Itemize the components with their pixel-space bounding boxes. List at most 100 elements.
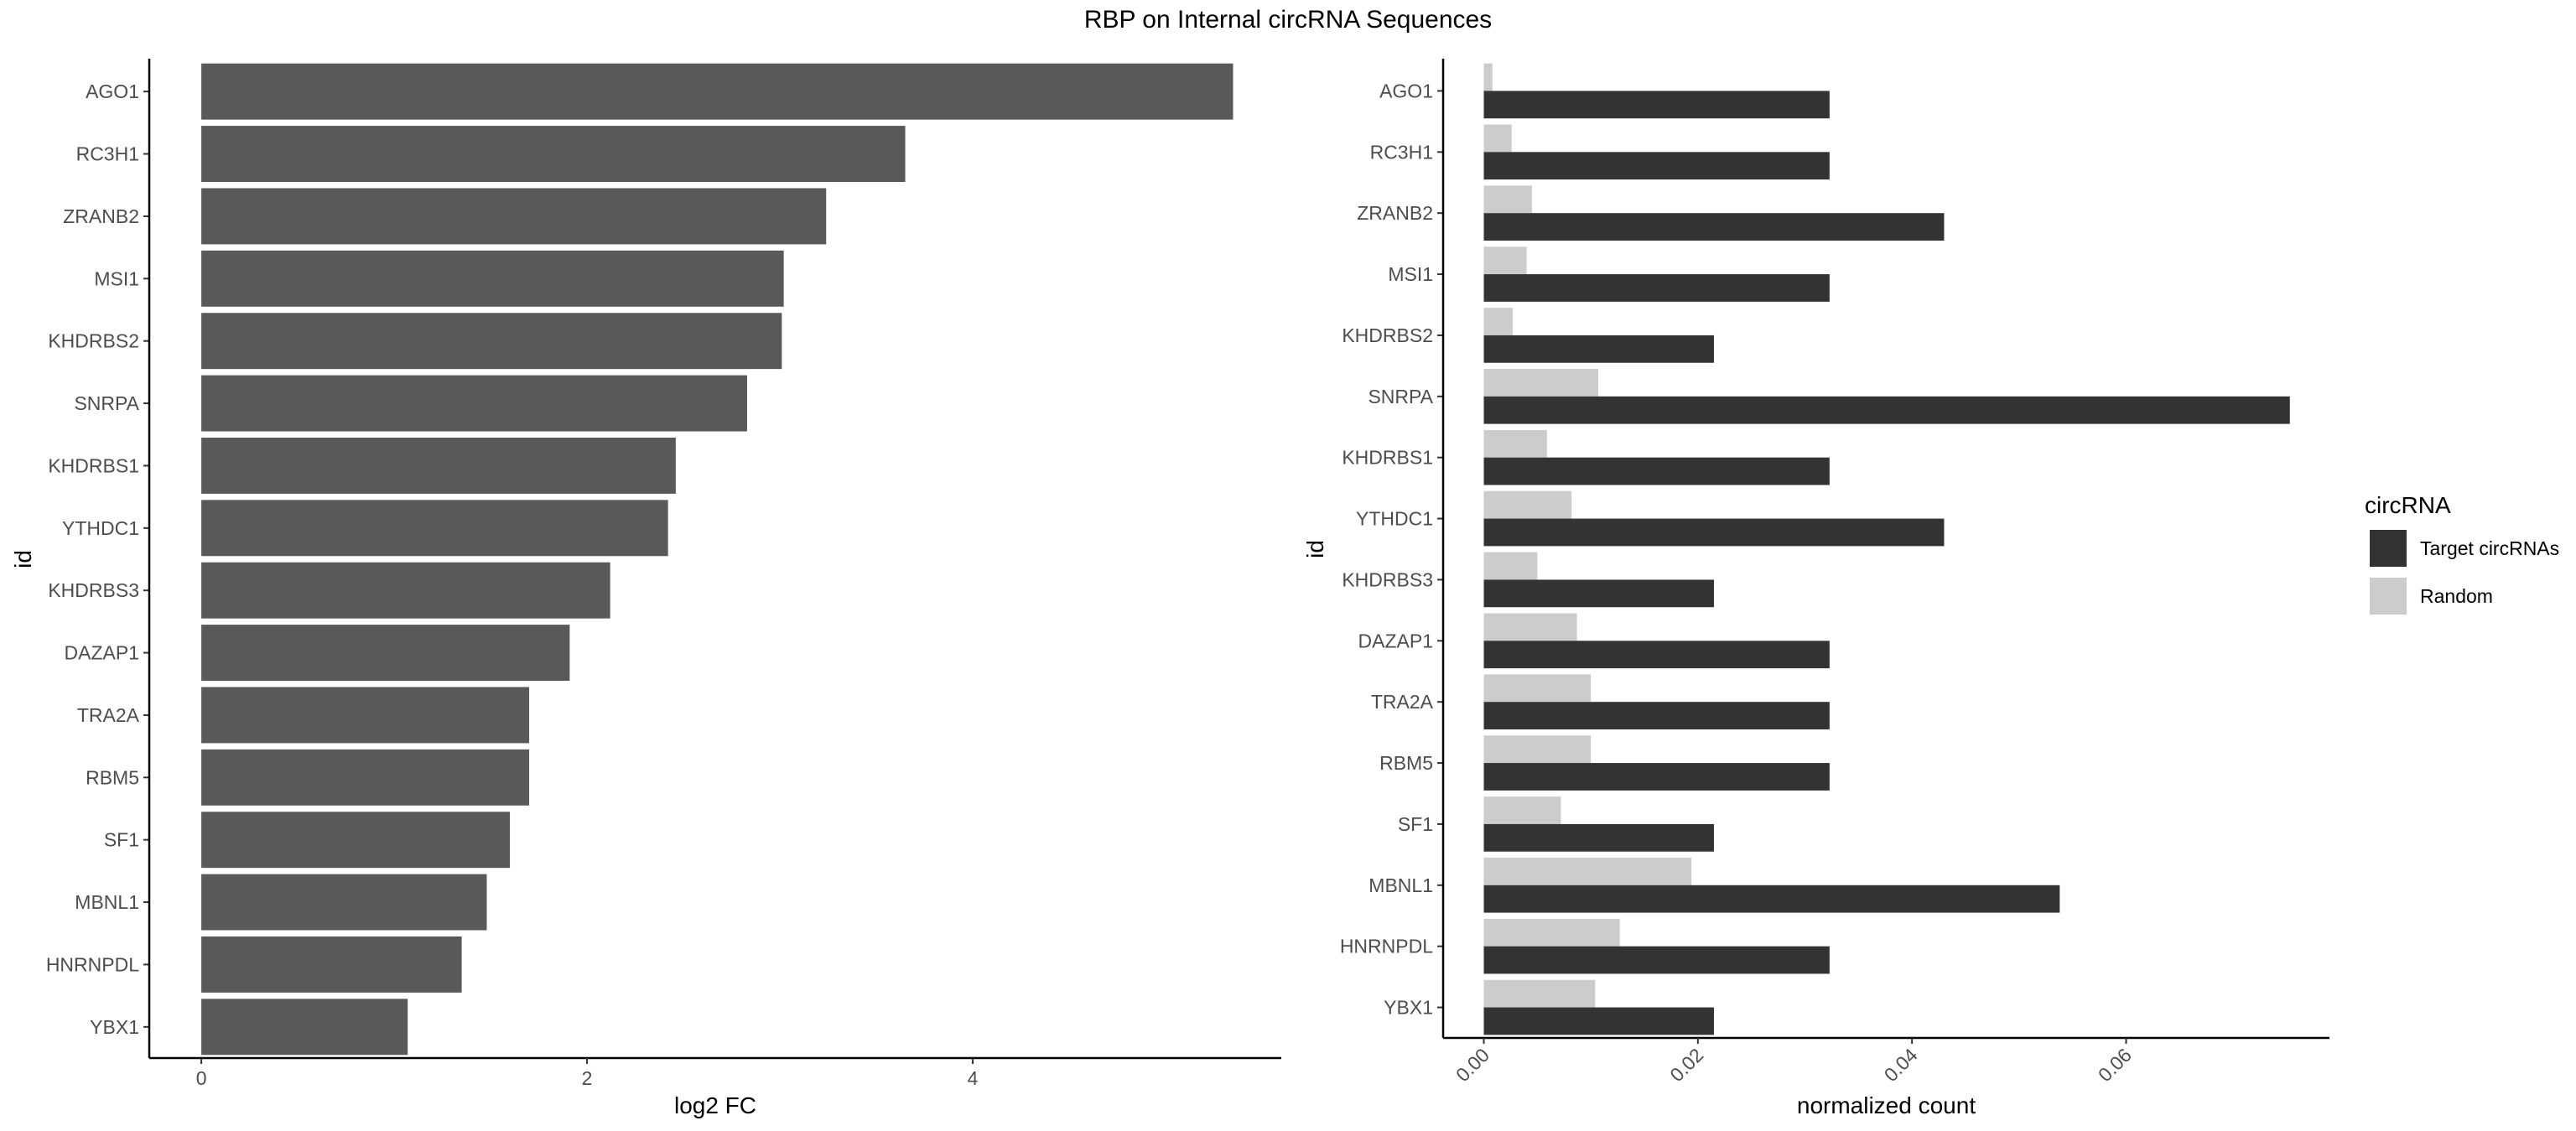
bar-random <box>1483 796 1561 824</box>
bar <box>201 687 530 744</box>
bar <box>201 63 1233 120</box>
bar-target <box>1483 396 2290 424</box>
y-tick-label: AGO1 <box>86 80 139 102</box>
bar-target <box>1483 946 1830 974</box>
bar-random <box>1483 185 1532 214</box>
y-tick-label: ZRANB2 <box>1357 202 1433 224</box>
y-tick-label: YBX1 <box>1384 997 1433 1019</box>
bar-random <box>1483 308 1513 335</box>
y-tick-label: YTHDC1 <box>1356 508 1433 530</box>
x-tick-label: 0.04 <box>1880 1044 1922 1086</box>
y-tick-label: MBNL1 <box>1368 874 1433 896</box>
x-tick-label: 0.06 <box>2094 1044 2136 1086</box>
bar <box>201 313 782 370</box>
y-tick-label: SNRPA <box>74 392 139 414</box>
bar-random <box>1483 246 1527 275</box>
bar <box>201 126 906 183</box>
bar-target <box>1483 274 1830 302</box>
bar <box>201 500 668 557</box>
bar-target <box>1483 702 1830 729</box>
y-tick-label: DAZAP1 <box>65 642 139 664</box>
y-axis-title: id <box>1302 540 1328 558</box>
y-tick-label: KHDRBS1 <box>1342 447 1433 469</box>
bar <box>201 250 784 307</box>
bar-target <box>1483 823 1714 852</box>
bar-random <box>1483 858 1692 885</box>
y-tick-label: MSI1 <box>94 267 139 289</box>
bar-target <box>1483 213 1945 241</box>
bar-target <box>1483 763 1830 791</box>
y-tick-label: ZRANB2 <box>63 205 139 227</box>
bar <box>201 874 487 931</box>
y-tick-label: YTHDC1 <box>62 517 139 539</box>
bar <box>201 625 570 682</box>
bar <box>201 999 408 1056</box>
y-tick-label: TRA2A <box>1371 691 1434 713</box>
bar-target <box>1483 885 2060 913</box>
legend-swatch <box>2370 530 2407 567</box>
bar-random <box>1483 490 1572 519</box>
bar <box>201 749 530 806</box>
left-panel: AGO1 RC3H1 ZRANB2 MSI1 KHDRBS2 SNRPA KHDRBS1 YT… <box>10 59 1281 1118</box>
x-tick-label: 0.02 <box>1665 1044 1707 1086</box>
y-tick-label: MBNL1 <box>75 891 139 913</box>
bar <box>201 812 511 869</box>
y-tick-label: KHDRBS2 <box>1342 324 1433 346</box>
bar <box>201 188 827 245</box>
y-tick-label: RC3H1 <box>1370 141 1433 163</box>
bar <box>201 375 747 432</box>
y-tick-label: YBX1 <box>90 1016 139 1038</box>
x-tick-label: 0 <box>196 1067 207 1089</box>
legend-label: Random <box>2420 585 2493 607</box>
y-axis-title: id <box>10 550 36 568</box>
y-tick-label: TRA2A <box>77 704 140 726</box>
y-tick-label: KHDRBS1 <box>48 454 139 476</box>
bar-random <box>1483 613 1577 641</box>
y-tick-label: RC3H1 <box>76 143 139 165</box>
legend-swatch <box>2370 578 2407 615</box>
bar <box>201 936 462 993</box>
bar-target <box>1483 152 1830 180</box>
bar-random <box>1483 124 1512 153</box>
bar-random <box>1483 63 1493 91</box>
bar-random <box>1483 552 1538 580</box>
bar-target <box>1483 91 1830 119</box>
y-tick-label: KHDRBS3 <box>48 579 139 601</box>
y-tick-label: DAZAP1 <box>1358 630 1433 651</box>
bar-random <box>1483 918 1620 947</box>
bar-target <box>1483 335 1714 363</box>
bar-random <box>1483 979 1596 1008</box>
y-tick-label: SNRPA <box>1368 386 1433 407</box>
legend-label: Target circRNAs <box>2420 537 2559 559</box>
x-tick-label: 2 <box>582 1067 593 1089</box>
y-tick-label: HNRNPDL <box>1340 936 1433 957</box>
y-tick-label: AGO1 <box>1379 80 1433 101</box>
legend: circRNA Target circRNAs Random <box>2365 492 2559 615</box>
bar-random <box>1483 429 1547 458</box>
y-tick-label: MSI1 <box>1388 263 1433 285</box>
figure-title: RBP on Internal circRNA Sequences <box>1084 6 1492 34</box>
bar-target <box>1483 457 1830 485</box>
x-axis-title: log2 FC <box>674 1092 756 1118</box>
y-tick-label: HNRNPDL <box>46 953 139 975</box>
bar-random <box>1483 735 1592 764</box>
bar <box>201 437 676 494</box>
bar-target <box>1483 518 1945 547</box>
bar-target <box>1483 1007 1714 1035</box>
y-tick-label: KHDRBS2 <box>48 330 139 352</box>
legend-title: circRNA <box>2365 492 2451 518</box>
y-tick-label: RBM5 <box>86 766 139 788</box>
bar <box>201 562 610 619</box>
bar-random <box>1483 369 1599 397</box>
bar-target <box>1483 641 1830 669</box>
x-tick-label: 4 <box>968 1067 979 1089</box>
y-tick-label: SF1 <box>104 829 139 851</box>
y-tick-label: KHDRBS3 <box>1342 568 1433 590</box>
x-axis-title: normalized count <box>1797 1092 1976 1118</box>
y-tick-label: SF1 <box>1398 813 1433 835</box>
right-panel: AGO1 RC3H1 ZRANB2 MSI1 KHDRBS2 SNRPA KHDRBS1 YT… <box>1302 59 2329 1118</box>
bar-target <box>1483 579 1714 608</box>
y-tick-label: RBM5 <box>1379 752 1433 774</box>
